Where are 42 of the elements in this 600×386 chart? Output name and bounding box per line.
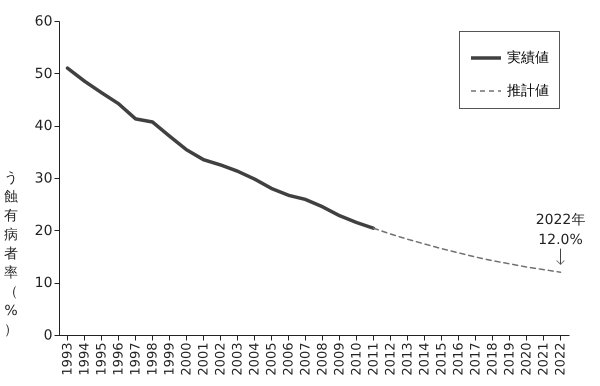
x-tick-label: 2021 (536, 342, 552, 376)
y-tick-label: 30 (34, 170, 52, 186)
x-tick-label: 2022 (554, 342, 568, 376)
y-tick-label: 0 (44, 328, 52, 344)
legend-label: 実績値 (507, 50, 549, 66)
x-tick-label: 2019 (502, 342, 518, 376)
y-tick-label: 10 (34, 275, 52, 292)
x-tick-label: 2009 (332, 342, 348, 376)
x-tick-label: 2008 (316, 342, 330, 376)
legend-label: 推計値 (507, 83, 549, 99)
x-tick-label: 1997 (128, 342, 144, 376)
x-tick-label: 1996 (112, 342, 126, 376)
y-tick-label: 50 (34, 66, 52, 82)
x-tick-label: 2005 (264, 342, 280, 376)
x-tick-label: 1998 (146, 342, 160, 376)
x-tick-label: 2018 (486, 342, 500, 376)
x-tick-label: 2017 (468, 342, 484, 376)
x-tick-label: 2011 (366, 342, 382, 376)
x-tick-label: 2014 (418, 342, 432, 376)
x-tick-label: 2001 (196, 342, 212, 376)
x-tick-label: 2012 (384, 342, 398, 376)
x-tick-label: 2016 (452, 342, 466, 376)
x-tick-label: 1994 (78, 342, 92, 376)
text: う蝕有病者率（%） (4, 170, 18, 338)
x-tick-label: 2020 (520, 342, 534, 376)
y-tick-label: 20 (34, 222, 52, 239)
x-tick-label: 2007 (298, 342, 314, 376)
x-tick-label: 2010 (350, 342, 364, 376)
x-tick-label: 2003 (230, 342, 246, 376)
x-tick-label: 2002 (214, 342, 228, 376)
x-tick-label: 1995 (94, 342, 110, 376)
x-tick-label: 2013 (400, 342, 416, 376)
line-series (66, 66, 376, 230)
x-tick-label: 2015 (434, 342, 450, 376)
y-tick-label: 40 (34, 118, 52, 134)
y-tick-label: 60 (34, 14, 52, 30)
x-tick-label: 1999 (162, 342, 178, 376)
x-tick-label: 2004 (248, 342, 262, 376)
annotation: 2022年 12.0% (536, 212, 586, 248)
x-tick-label: 1993 (60, 342, 76, 376)
x-tick-label: 2000 (180, 342, 194, 376)
x-tick-label: 2006 (282, 342, 296, 376)
